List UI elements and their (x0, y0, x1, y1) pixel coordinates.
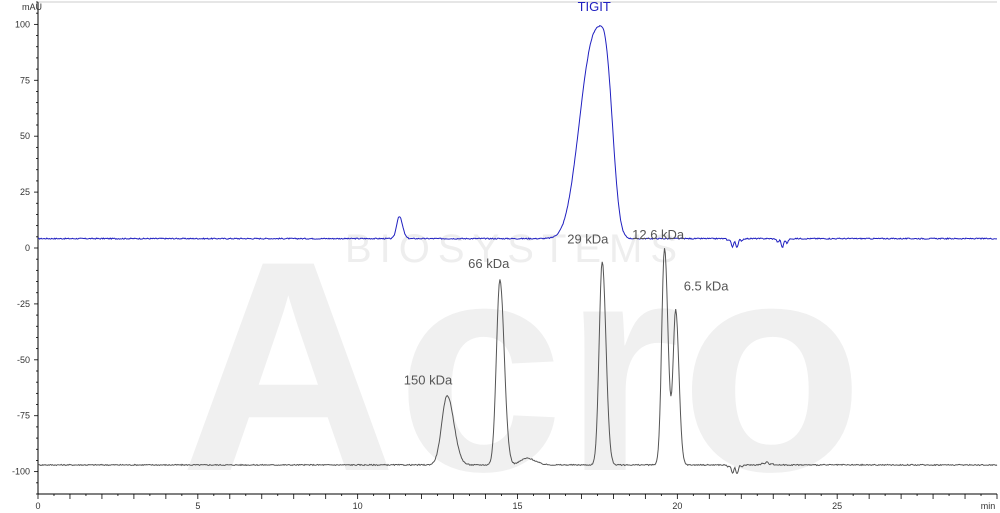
peak-label: 66 kDa (468, 256, 510, 271)
y-axis-label: mAU (22, 2, 42, 12)
y-tick-label: -25 (17, 299, 30, 309)
peak-label: 12.6 kDa (632, 227, 685, 242)
peak-label: TIGIT (578, 0, 611, 14)
x-tick-label: 15 (512, 501, 522, 511)
peak-annotations: TIGIT 150 kDa 66 kDa 29 kDa 12.6 kDa 6.5 kDa (404, 0, 729, 387)
peak-label: 6.5 kDa (684, 278, 730, 293)
series-line-tigit (37, 25, 997, 249)
y-tick-label: -75 (17, 411, 30, 421)
x-axis-label: min (981, 501, 996, 511)
y-tick-label: -100 (12, 467, 30, 477)
x-tick-label: 5 (195, 501, 200, 511)
x-tick-label: 10 (353, 501, 363, 511)
y-tick-label: 0 (25, 243, 30, 253)
y-tick-label: 50 (20, 131, 30, 141)
watermark: Acro BIOSYSTEMS (180, 198, 864, 513)
x-tick-label: 20 (672, 501, 682, 511)
y-tick-label: 25 (20, 187, 30, 197)
y-tick-label: 75 (20, 75, 30, 85)
x-tick-label: 0 (35, 501, 40, 511)
x-tick-label: 25 (832, 501, 842, 511)
y-tick-label: -50 (17, 355, 30, 365)
watermark-subtext: BIOSYSTEMS (345, 227, 685, 271)
axes: 100 75 50 25 0 -25 -50 -75 -100 mAU 0 5 10 15 20 25 min (12, 1, 998, 511)
peak-label: 150 kDa (404, 372, 453, 387)
plot-lines (37, 25, 998, 474)
series-line-standard (37, 248, 998, 474)
y-tick-label: 100 (15, 19, 30, 29)
peak-label: 29 kDa (567, 232, 609, 247)
